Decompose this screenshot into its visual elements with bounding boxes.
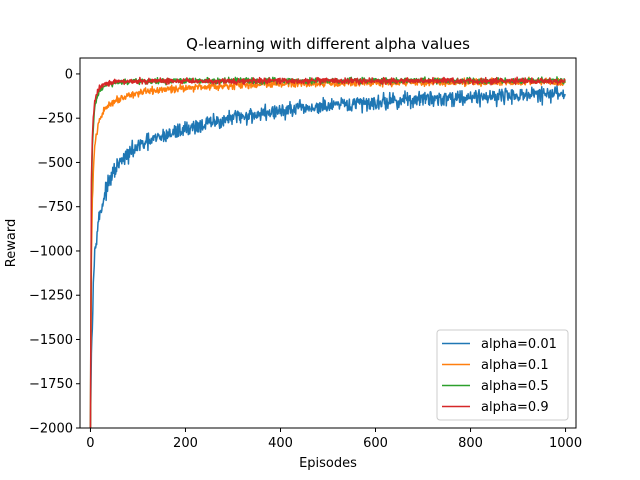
y-tick-label: −1000 <box>29 244 73 259</box>
legend-label: alpha=0.01 <box>481 337 557 352</box>
y-tick-label: −500 <box>37 156 73 171</box>
chart-title: Q-learning with different alpha values <box>186 35 470 53</box>
legend-label: alpha=0.5 <box>481 379 549 394</box>
x-axis-title: Episodes <box>299 456 357 471</box>
y-axis-title: Reward <box>4 219 19 267</box>
y-tick-label: −250 <box>37 112 73 127</box>
series-layer <box>89 76 566 429</box>
x-tick-label: 400 <box>268 436 293 451</box>
x-axis: 0 200 400 600 800 1000 <box>86 428 582 451</box>
y-tick-label: −1750 <box>29 377 73 392</box>
legend: alpha=0.01 alpha=0.1 alpha=0.5 alpha=0.9 <box>436 329 569 421</box>
plot-frame <box>79 57 577 429</box>
y-tick-label: −750 <box>37 200 73 215</box>
y-tick-label: 0 <box>65 67 73 82</box>
y-axis: 0 −250 −500 −750 −1000 −1250 −1500 −1750 −2000 <box>29 67 80 437</box>
x-tick-label: 600 <box>363 436 388 451</box>
x-tick-label: 0 <box>86 436 94 451</box>
x-tick-label: 200 <box>173 436 198 451</box>
y-tick-label: −1250 <box>29 289 73 304</box>
x-tick-label: 800 <box>458 436 483 451</box>
legend-box <box>436 329 569 421</box>
legend-label: alpha=0.9 <box>481 400 549 415</box>
y-tick-label: −1500 <box>29 333 73 348</box>
x-tick-label: 1000 <box>549 436 582 451</box>
y-tick-label: −2000 <box>29 422 73 437</box>
series-line-alpha=0.9 <box>89 76 566 429</box>
legend-label: alpha=0.1 <box>481 358 549 373</box>
series-line-alpha=0.01 <box>89 85 566 429</box>
